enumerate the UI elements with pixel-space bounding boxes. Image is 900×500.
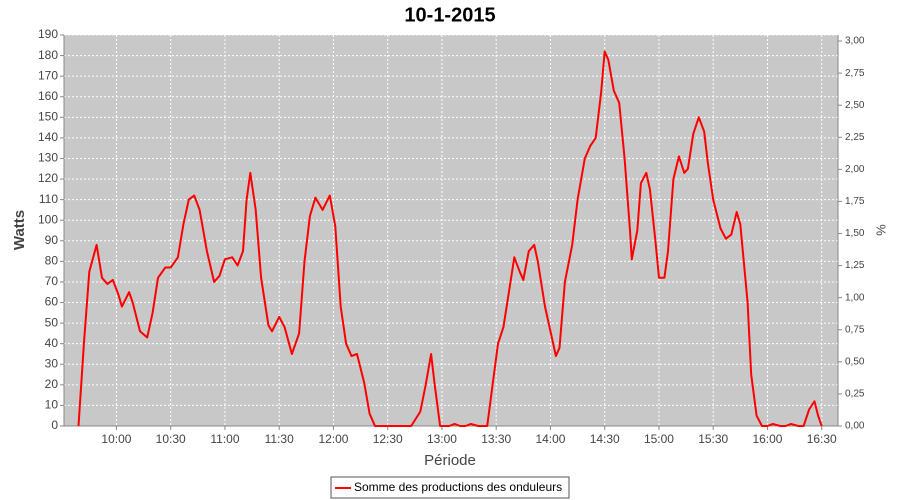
x-tick-label: 14:00 <box>535 432 565 446</box>
y-tick-label: 170 <box>38 68 58 82</box>
y2-tick-label: 2,00 <box>845 164 865 175</box>
y2-tick-label: 3,00 <box>845 36 865 47</box>
data-line <box>77 50 823 427</box>
y-tick-label: 10 <box>45 398 59 412</box>
x-tick-label: 16:30 <box>807 432 837 446</box>
y-tick-label: 190 <box>38 27 58 41</box>
y-tick-label: 90 <box>45 233 59 247</box>
y2-tick-label: 2,50 <box>845 100 865 111</box>
y2-tick-label: 0,00 <box>845 421 865 432</box>
x-tick-label: 12:00 <box>318 432 348 446</box>
y-tick-label: 30 <box>45 356 59 370</box>
y-tick-label: 70 <box>45 274 59 288</box>
y-tick-label: 80 <box>45 254 59 268</box>
y2-tick-label: 1,50 <box>845 228 865 239</box>
x-axis-label: Période <box>424 452 476 469</box>
y2-tick-label: 1,25 <box>845 260 865 271</box>
chart-title: 10-1-2015 <box>404 4 495 26</box>
y-tick-label: 20 <box>45 377 59 391</box>
x-tick-label: 13:30 <box>481 432 511 446</box>
y-tick-label: 160 <box>38 89 58 103</box>
plot-area <box>64 35 838 426</box>
y-tick-label: 180 <box>38 48 58 62</box>
x-tick-label: 15:00 <box>644 432 674 446</box>
y-axis-label: Watts <box>11 210 28 250</box>
y-tick-label: 120 <box>38 171 58 185</box>
y2-tick-label: 2,75 <box>845 68 865 79</box>
x-tick-label: 11:00 <box>210 432 239 446</box>
x-tick-label: 13:00 <box>427 432 457 446</box>
y-tick-label: 0 <box>51 418 58 432</box>
y2-tick-label: 0,25 <box>845 389 865 400</box>
y-tick-label: 140 <box>38 130 58 144</box>
y2-tick-label: 1,75 <box>845 196 865 207</box>
y-tick-label: 40 <box>45 336 59 350</box>
y-tick-label: 150 <box>38 109 58 123</box>
y2-tick-label: 0,75 <box>845 324 865 335</box>
y-tick-label: 100 <box>38 212 58 226</box>
x-tick-label: 10:30 <box>156 432 186 446</box>
x-tick-label: 16:00 <box>752 432 782 446</box>
y-tick-label: 130 <box>38 151 58 165</box>
x-tick-label: 14:30 <box>590 432 620 446</box>
legend-box <box>330 476 570 499</box>
x-tick-label: 11:30 <box>265 432 294 446</box>
y-tick-label: 60 <box>45 295 59 309</box>
y2-tick-label: 1,00 <box>845 292 865 303</box>
y2-tick-label: 0,50 <box>845 356 865 367</box>
y-tick-label: 110 <box>39 192 58 206</box>
x-tick-label: 15:30 <box>698 432 728 446</box>
legend-label: Somme des productions des onduleurs <box>354 480 562 494</box>
y2-axis-label: % <box>874 224 889 236</box>
y-tick-label: 50 <box>45 315 59 329</box>
x-tick-label: 10:00 <box>101 432 131 446</box>
x-tick-label: 12:30 <box>373 432 403 446</box>
y2-tick-label: 2,25 <box>845 132 865 143</box>
